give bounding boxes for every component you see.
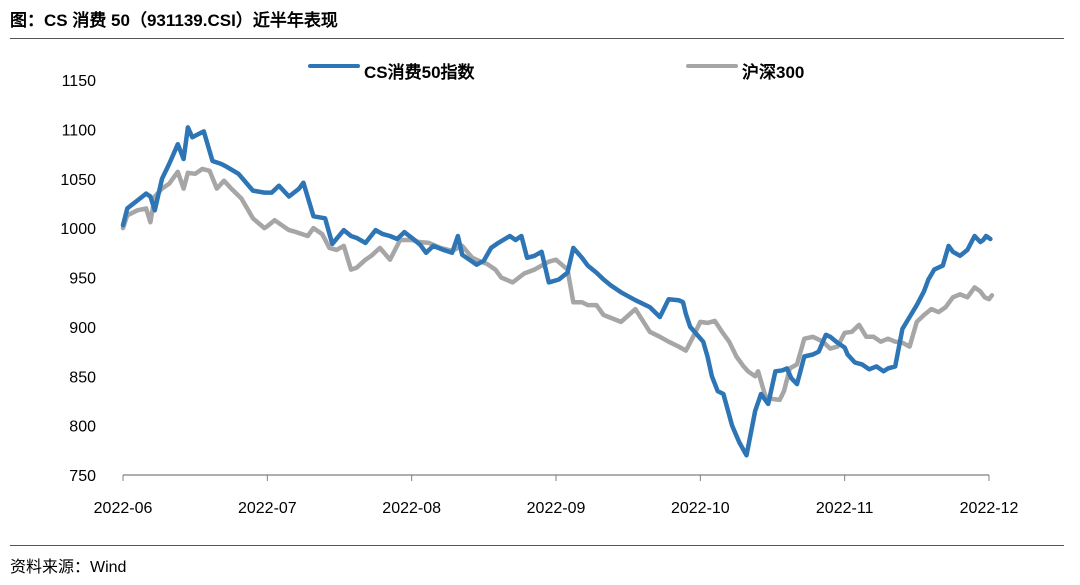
y-tick-label: 900 [69,320,96,337]
series-line-hs300 [120,166,995,403]
y-tick-label: 800 [69,419,96,436]
source-note: 资料来源：Wind [10,559,127,576]
series-line-cs50 [120,125,993,458]
y-tick-label: 850 [69,369,96,386]
figure-title: 图：CS 消费 50（931139.CSI）近半年表现 [10,11,338,30]
y-tick-label: 1000 [60,221,96,238]
x-tick-label: 2022-11 [816,500,874,517]
x-tick-label: 2022-10 [671,500,730,517]
legend: CS消费50指数 沪深300 [308,62,804,82]
y-tick-label: 1150 [62,73,97,90]
x-tick-label: 2022-07 [238,500,297,517]
y-tick-label: 1100 [62,122,97,139]
legend-label-hs300: 沪深300 [742,62,804,82]
legend-label-cs50: CS消费50指数 [364,62,476,82]
top-rule [10,38,1064,39]
x-tick-label: 2022-12 [960,500,1019,517]
axes: 750 800 850 900 950 1000 1050 1100 1150 2022-06 20… [60,73,1018,517]
y-tick-label: 950 [69,271,96,288]
x-tick-label: 2022-06 [94,500,153,517]
x-tick-label: 2022-09 [527,500,586,517]
y-tick-label: 1050 [60,172,96,189]
bottom-rule [10,545,1064,546]
series-group [120,125,995,458]
x-tick-label: 2022-08 [382,500,441,517]
y-tick-label: 750 [69,468,96,485]
